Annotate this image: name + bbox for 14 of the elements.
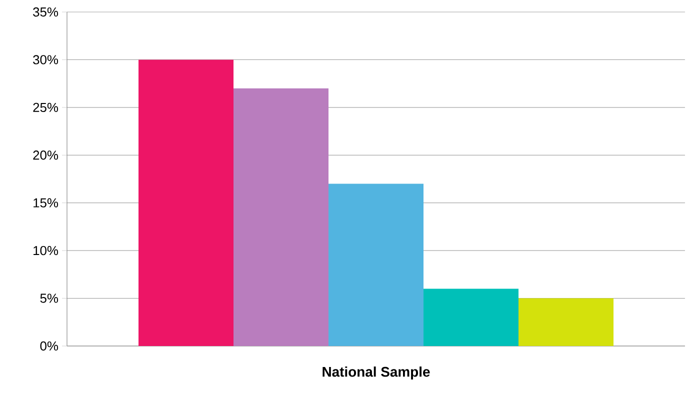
bar [424,288,519,346]
x-tick-label: National Sample [322,366,430,380]
y-tick-label: 10% [34,246,58,256]
y-tick-label: 15% [34,198,58,208]
bar [234,88,328,346]
y-tick-label: 25% [33,102,58,112]
y-tick-label: 30% [33,55,58,64]
y-tick-label: 35% [33,7,58,17]
y-tick-label: 5% [40,294,58,303]
bar [518,298,614,346]
y-tick-label: 20% [33,150,58,160]
y-tick-label: 0% [40,341,58,351]
bar [328,184,424,346]
bar [138,60,234,346]
